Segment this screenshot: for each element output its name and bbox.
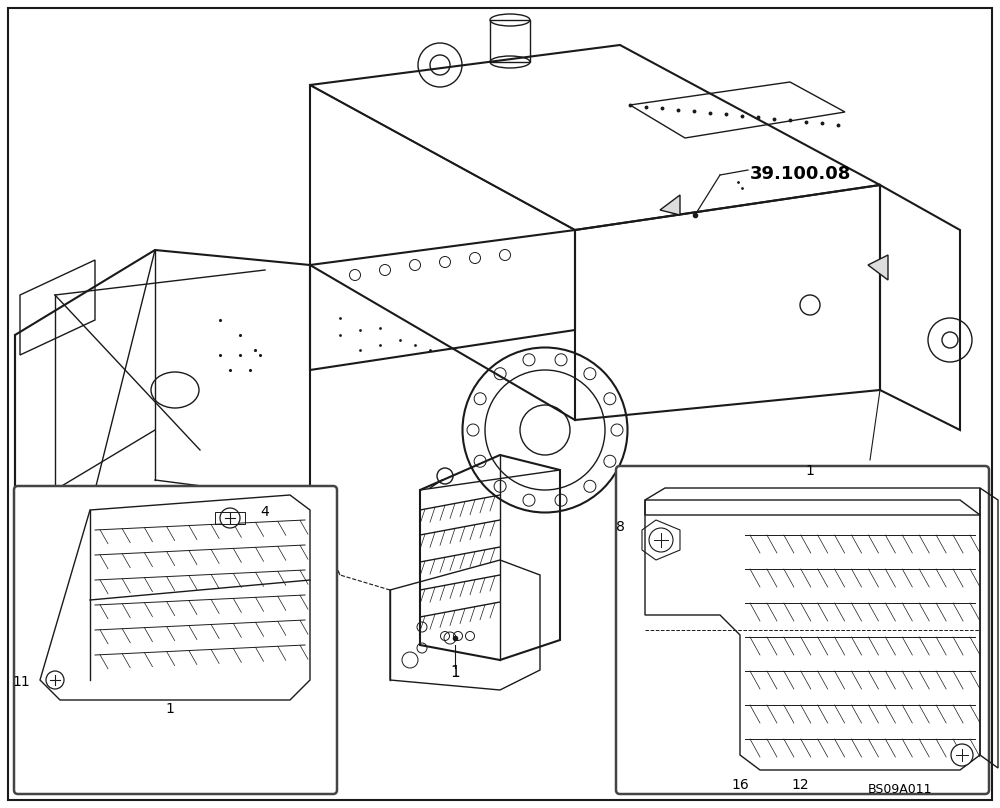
Text: 1: 1 — [166, 702, 174, 716]
Polygon shape — [660, 195, 680, 215]
Circle shape — [649, 528, 673, 552]
Text: 39.100.08: 39.100.08 — [750, 165, 851, 183]
FancyBboxPatch shape — [14, 486, 337, 794]
Text: BS09A011: BS09A011 — [868, 783, 932, 796]
FancyBboxPatch shape — [616, 466, 989, 794]
Text: 16: 16 — [731, 778, 749, 792]
Polygon shape — [868, 255, 888, 280]
Text: 11: 11 — [12, 675, 30, 689]
Text: 4: 4 — [260, 505, 269, 519]
Text: 1: 1 — [806, 464, 814, 478]
Circle shape — [951, 744, 973, 766]
Circle shape — [220, 508, 240, 528]
Text: 8: 8 — [616, 520, 625, 534]
Circle shape — [46, 671, 64, 689]
Text: 1: 1 — [450, 665, 460, 680]
Text: 12: 12 — [791, 778, 809, 792]
